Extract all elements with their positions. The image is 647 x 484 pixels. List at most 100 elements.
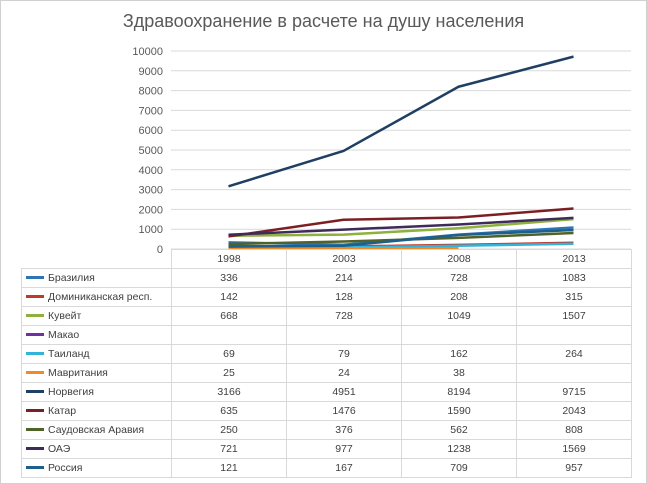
x-category-label: 2008 (401, 249, 517, 269)
table-row: Таиланд 69 79 162 264 (21, 344, 632, 364)
series-legend-cell: Катар (21, 401, 172, 421)
series-name: Катар (48, 405, 77, 417)
data-value-cell: 208 (401, 287, 517, 307)
data-value-cell (286, 325, 402, 345)
series-line-8 (228, 207, 574, 238)
series-name: Макао (48, 329, 80, 341)
table-row: Доминиканская респ. 142 128 208 315 (21, 287, 632, 307)
series-legend-cell: Россия (21, 458, 172, 478)
series-line-11 (228, 228, 574, 248)
table-row: Макао (21, 325, 632, 345)
y-tick-label: 1000 (139, 224, 163, 236)
data-value-cell: 162 (401, 344, 517, 364)
series-legend-cell: Кувейт (21, 306, 172, 326)
table-row: Кувейт 668 728 1049 1507 (21, 306, 632, 326)
data-value-cell: 957 (516, 458, 632, 478)
legend-line-swatch (26, 294, 44, 298)
series-name: Россия (48, 462, 83, 474)
y-tick-label: 4000 (139, 165, 163, 177)
series-line-7 (228, 55, 574, 188)
table-corner-cell (21, 249, 172, 269)
series-name: Мавритания (48, 367, 108, 379)
series-line-10 (228, 216, 574, 236)
legend-line-swatch (26, 389, 44, 393)
series-name: Доминиканская респ. (48, 291, 153, 303)
data-value-cell: 8194 (401, 382, 517, 402)
data-value-cell: 315 (516, 287, 632, 307)
data-value-cell: 1507 (516, 306, 632, 326)
data-value-cell: 1569 (516, 439, 632, 459)
data-value-cell: 728 (401, 268, 517, 288)
data-value-cell: 977 (286, 439, 402, 459)
legend-line-swatch (26, 332, 44, 336)
legend-line-swatch (26, 427, 44, 431)
data-table: 1998 2003 2008 2013 Бразилия 336 214 728 108… (21, 249, 632, 478)
x-category-label: 2013 (516, 249, 632, 269)
y-tick-label: 7000 (139, 105, 163, 117)
data-value-cell (516, 325, 632, 345)
series-legend-cell: Таиланд (21, 344, 172, 364)
chart-title: Здравоохранение в расчете на душу населе… (122, 11, 525, 31)
line-plot-area: 0100020003000400050006000700080009000100… (132, 46, 631, 256)
data-value-cell: 1590 (401, 401, 517, 421)
data-value-cell: 728 (286, 306, 402, 326)
series-line-3 (228, 217, 574, 238)
table-row: ОАЭ 721 977 1238 1569 (21, 439, 632, 459)
series-legend-cell: Норвегия (21, 382, 172, 402)
data-value-cell: 1476 (286, 401, 402, 421)
data-value-cell: 142 (171, 287, 287, 307)
y-tick-label: 2000 (139, 204, 163, 216)
data-value-cell (401, 325, 517, 345)
data-value-cell: 668 (171, 306, 287, 326)
data-value-cell: 336 (171, 268, 287, 288)
series-legend-cell: Макао (21, 325, 172, 345)
series-legend-cell: Саудовская Аравия (21, 420, 172, 440)
legend-line-swatch (26, 446, 44, 450)
data-value-cell: 250 (171, 420, 287, 440)
data-value-cell: 264 (516, 344, 632, 364)
data-value-cell: 562 (401, 420, 517, 440)
series-name: Кувейт (48, 310, 82, 322)
table-row: Катар 635 1476 1590 2043 (21, 401, 632, 421)
data-value-cell: 167 (286, 458, 402, 478)
data-value-cell: 79 (286, 344, 402, 364)
data-value-cell (516, 363, 632, 383)
table-row: Бразилия 336 214 728 1083 (21, 268, 632, 288)
y-tick-label: 9000 (139, 66, 163, 78)
data-value-cell: 1083 (516, 268, 632, 288)
y-tick-label: 3000 (139, 185, 163, 197)
data-value-cell: 38 (401, 363, 517, 383)
table-row: Мавритания 25 24 38 (21, 363, 632, 383)
data-value-cell (171, 325, 287, 345)
data-value-cell: 25 (171, 363, 287, 383)
data-value-cell: 128 (286, 287, 402, 307)
data-value-cell: 721 (171, 439, 287, 459)
x-category-label: 2003 (286, 249, 402, 269)
series-name: Норвегия (48, 386, 94, 398)
data-value-cell: 24 (286, 363, 402, 383)
y-tick-label: 10000 (132, 46, 163, 58)
data-value-cell: 4951 (286, 382, 402, 402)
data-value-cell: 635 (171, 401, 287, 421)
legend-line-swatch (26, 351, 44, 355)
series-name: Таиланд (48, 348, 90, 360)
data-value-cell: 214 (286, 268, 402, 288)
legend-line-swatch (26, 465, 44, 469)
series-name: Саудовская Аравия (48, 424, 145, 436)
legend-line-swatch (26, 370, 44, 374)
data-value-cell: 808 (516, 420, 632, 440)
data-value-cell: 9715 (516, 382, 632, 402)
series-name: ОАЭ (48, 443, 71, 455)
legend-line-swatch (26, 275, 44, 279)
table-row: Саудовская Аравия 250 376 562 808 (21, 420, 632, 440)
table-body: Бразилия 336 214 728 1083 Доминиканская респ.… (21, 268, 632, 478)
table-row: Россия 121 167 709 957 (21, 458, 632, 478)
legend-line-swatch (26, 408, 44, 412)
x-category-label: 1998 (171, 249, 287, 269)
table-row: Норвегия 3166 4951 8194 9715 (21, 382, 632, 402)
data-value-cell: 3166 (171, 382, 287, 402)
y-tick-label: 8000 (139, 86, 163, 98)
data-value-cell: 376 (286, 420, 402, 440)
series-legend-cell: Доминиканская респ. (21, 287, 172, 307)
